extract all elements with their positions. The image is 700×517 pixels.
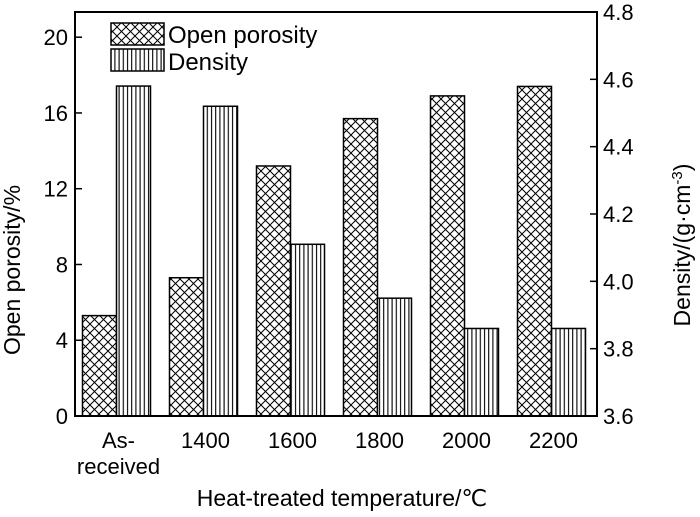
legend-label-open-porosity: Open porosity	[168, 22, 317, 49]
y-right-tick-label-0: 3.6	[603, 404, 634, 429]
x-tick-label-5: 2200	[529, 428, 578, 453]
legend-swatch-density	[110, 48, 165, 72]
x-axis-label: Heat-treated temperature/℃	[197, 485, 487, 511]
legend-label-density: Density	[168, 49, 248, 76]
y-right-tick-label-2: 4.0	[603, 269, 634, 294]
x-tick-label-0: As-received	[77, 428, 160, 479]
y-axis-right-label-close: )	[669, 164, 695, 172]
y-left-tick-label-3: 12	[44, 177, 68, 202]
y-right-tick-label-1: 3.8	[603, 337, 634, 362]
y-right-tick-label-3: 4.2	[603, 202, 634, 227]
x-axis: As-received 1400 1600 1800 2000 2200	[77, 428, 578, 479]
y-axis-right: 3.6 3.8 4.0 4.2 4.4 4.6 4.8	[590, 0, 634, 429]
y-axis-left: 0 4 8 12 16 20	[44, 25, 82, 429]
y-axis-left-label: Open porosity/%	[0, 185, 25, 355]
y-right-tick-label-4: 4.4	[603, 135, 634, 160]
bar-open-porosity-4	[429, 95, 466, 417]
x-tick-label-3: 1800	[355, 428, 404, 453]
y-left-tick-label-0: 0	[56, 404, 68, 429]
y-right-tick-label-5: 4.6	[603, 67, 634, 92]
bar-density-1	[202, 105, 239, 417]
x-tick-label-4: 2000	[442, 428, 491, 453]
bar-open-porosity-0	[81, 314, 118, 417]
bar-density-0	[115, 85, 152, 417]
y-left-tick-label-2: 8	[56, 252, 68, 277]
bar-open-porosity-1	[168, 276, 205, 417]
bar-open-porosity-3	[342, 117, 379, 417]
x-tick-label-2: 1600	[268, 428, 317, 453]
legend: Open porosity Density	[110, 22, 317, 76]
bar-density-5	[550, 327, 587, 417]
bar-density-2	[289, 243, 326, 417]
y-right-tick-label-6: 4.8	[603, 0, 634, 25]
y-axis-right-label: Density/(g·cm-3)	[669, 164, 695, 327]
bar-density-4	[463, 327, 500, 417]
bars-layer	[81, 85, 587, 417]
y-axis-right-label-main: Density/(g·cm	[669, 185, 695, 327]
bar-open-porosity-2	[255, 165, 292, 417]
y-axis-right-label-sup: -3	[669, 171, 686, 184]
bar-density-3	[376, 297, 413, 417]
legend-swatch-open-porosity	[110, 22, 165, 46]
y-left-tick-label-5: 20	[44, 25, 68, 50]
bar-open-porosity-5	[516, 85, 553, 417]
y-left-tick-label-1: 4	[56, 328, 68, 353]
y-left-tick-label-4: 16	[44, 101, 68, 126]
x-tick-label-1: 1400	[181, 428, 230, 453]
